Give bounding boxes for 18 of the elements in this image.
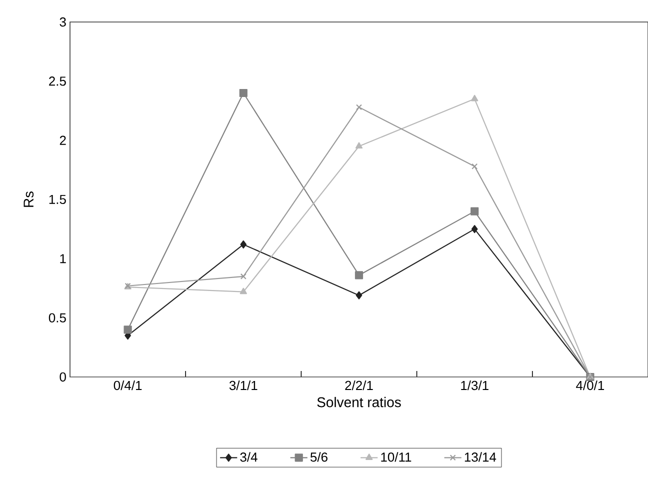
- y-tick-label: 2.5: [49, 76, 66, 86]
- legend-label: 3/4: [240, 452, 258, 462]
- x-tick-label: 4/0/1: [576, 380, 604, 390]
- legend-label: 13/14: [464, 452, 496, 462]
- y-tick-label: 3: [60, 17, 66, 27]
- y-tick-label: 2: [60, 136, 66, 145]
- x-tick-label: 1/3/1: [461, 380, 488, 390]
- legend-label: 5/6: [310, 452, 328, 462]
- y-tick-label: 1: [60, 254, 66, 264]
- x-tick-label: 3/1/1: [229, 380, 258, 390]
- y-axis-title: Rs: [24, 191, 34, 207]
- y-tick-label: 0: [60, 372, 66, 382]
- y-tick-label: 0.5: [48, 313, 66, 322]
- y-tick-label: 1.5: [49, 194, 66, 204]
- x-tick-label: 0/4/1: [114, 380, 142, 390]
- x-axis-title: Solvent ratios: [317, 396, 401, 408]
- legend-label: 10/11: [381, 452, 412, 462]
- x-tick-label: 2/2/1: [345, 380, 373, 390]
